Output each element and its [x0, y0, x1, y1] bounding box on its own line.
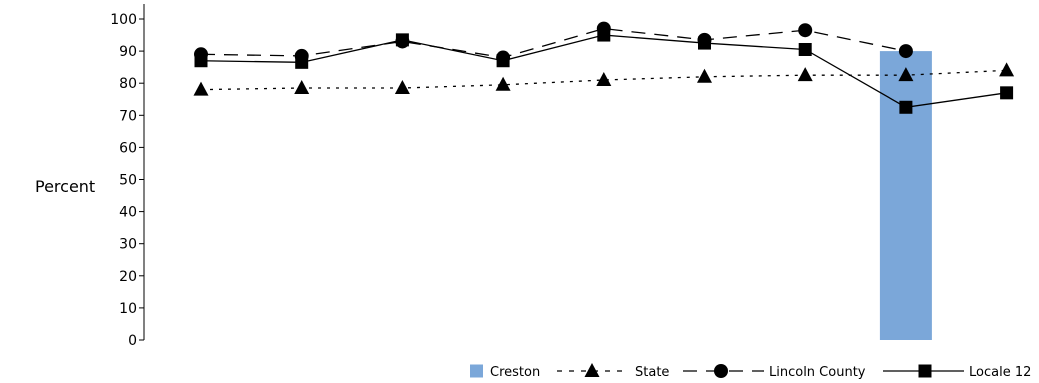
point-locale-12: [1000, 86, 1014, 100]
point-state: [193, 81, 209, 96]
y-axis: 0 10 20 30 40 50 60 70 80 90 100: [110, 4, 145, 349]
y-tick-label: 60: [119, 140, 137, 156]
point-locale-12: [395, 33, 409, 47]
point-locale-12: [496, 54, 510, 68]
y-tick-label: 30: [119, 237, 137, 253]
y-tick-label: 90: [119, 44, 137, 60]
legend-swatch-creston: [470, 364, 483, 378]
point-locale-12: [798, 42, 812, 56]
y-tick-label: 100: [110, 12, 137, 28]
legend-marker-locale-12: [918, 364, 932, 378]
point-state: [394, 80, 410, 95]
point-locale-12: [698, 36, 711, 50]
line-lincoln-county: [200, 27, 907, 59]
point-state: [797, 67, 813, 82]
legend-marker-state: [584, 363, 600, 377]
y-tick-label: 80: [119, 76, 137, 92]
point-state: [898, 67, 914, 82]
point-state: [999, 62, 1015, 77]
point-lincoln-county: [898, 44, 913, 59]
point-lincoln-county: [798, 23, 813, 38]
legend-label-locale-12: Locale 12: [969, 365, 1031, 380]
bar-creston: [879, 51, 932, 340]
y-tick-label: 0: [128, 333, 137, 349]
y-tick-label: 40: [119, 205, 137, 221]
point-state: [697, 68, 712, 83]
y-axis-label: Percent: [35, 177, 95, 196]
point-state: [596, 71, 612, 86]
legend-label-creston: Creston: [490, 365, 540, 380]
point-locale-12: [194, 54, 208, 68]
bars: [879, 51, 932, 340]
y-tick-label: 50: [119, 173, 137, 189]
point-locale-12: [899, 100, 913, 114]
point-locale-12: [597, 28, 611, 42]
legend-label-lincoln-county: Lincoln County: [769, 365, 866, 380]
point-state: [495, 76, 511, 91]
point-state: [294, 80, 310, 95]
y-tick-label: 70: [119, 108, 137, 124]
legend: Creston State Lincoln County Locale 12: [470, 363, 1031, 380]
y-tick-label: 20: [119, 269, 137, 285]
y-tick-label: 10: [119, 301, 137, 317]
legend-label-state: State: [635, 365, 669, 380]
series-markers: [193, 21, 1015, 114]
point-locale-12: [295, 55, 309, 69]
legend-marker-lincoln-county: [714, 364, 728, 378]
